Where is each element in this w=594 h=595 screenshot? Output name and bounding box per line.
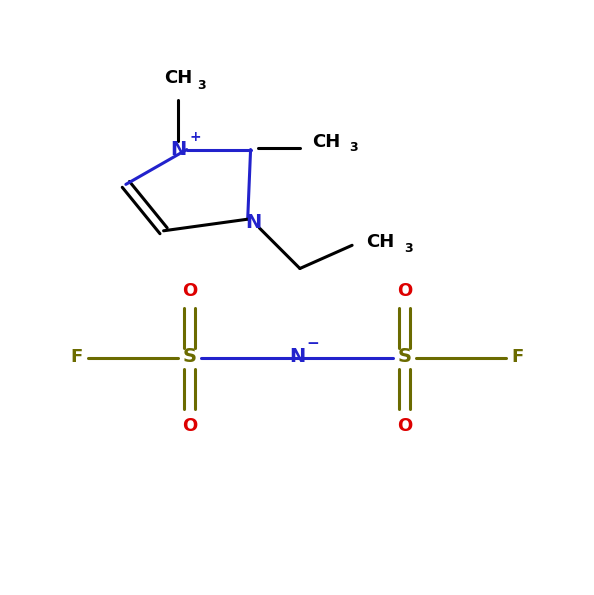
Text: F: F (71, 347, 83, 366)
Text: 3: 3 (197, 79, 206, 92)
Text: −: − (307, 336, 320, 352)
Text: CH: CH (366, 233, 394, 252)
Text: O: O (397, 281, 412, 299)
Text: N: N (245, 212, 261, 231)
Text: F: F (511, 347, 523, 366)
Text: 3: 3 (404, 242, 413, 255)
Text: CH: CH (164, 69, 192, 87)
Text: CH: CH (312, 133, 340, 151)
Text: 3: 3 (349, 142, 358, 154)
Text: N: N (170, 140, 186, 159)
Text: S: S (397, 347, 411, 366)
Text: O: O (397, 417, 412, 436)
Text: +: + (189, 130, 201, 144)
Text: S: S (183, 347, 197, 366)
Text: O: O (182, 417, 197, 436)
Text: N: N (289, 347, 305, 366)
Text: O: O (182, 281, 197, 299)
